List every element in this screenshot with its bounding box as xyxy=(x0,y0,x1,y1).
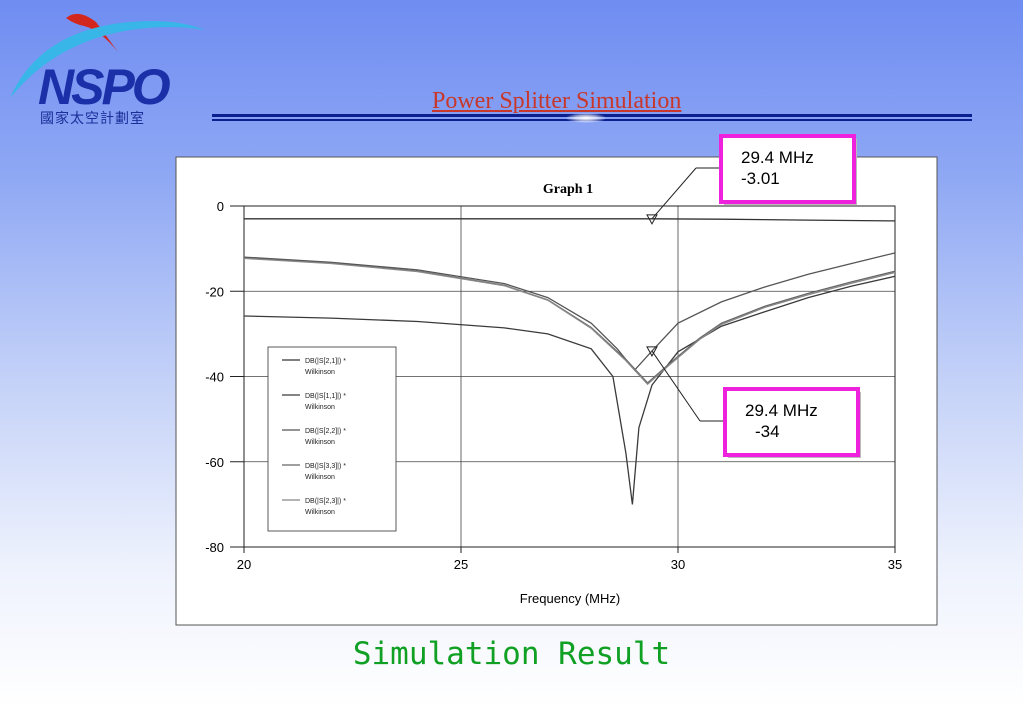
callout-leader xyxy=(651,167,697,220)
legend-label: Wilkinson xyxy=(305,404,335,411)
logo-text: NSPO xyxy=(38,59,171,115)
legend-label: Wilkinson xyxy=(305,474,335,481)
x-tick-label: 30 xyxy=(671,557,685,572)
legend-label: DB(|S[2,1]|) * xyxy=(305,358,346,365)
slide-title: Power Splitter Simulation xyxy=(432,88,682,114)
y-tick-label: -60 xyxy=(205,455,224,470)
series-line-1 xyxy=(244,218,896,222)
logo-swoosh-red xyxy=(66,13,118,52)
legend-label: DB(|S[2,2]|) * xyxy=(305,428,346,435)
legend-label: DB(|S[2,3]|) * xyxy=(305,498,346,505)
logo-subtitle: 國家太空計劃室 xyxy=(40,111,145,127)
y-tick-label: -40 xyxy=(205,370,224,385)
nspo-logo: NSPO xyxy=(10,13,205,115)
series-line-2 xyxy=(243,275,896,505)
title-glow xyxy=(566,113,606,123)
callout-leader xyxy=(651,350,701,422)
legend-label: Wilkinson xyxy=(305,369,335,376)
chart-title: Graph 1 xyxy=(543,182,593,197)
marker-triangle xyxy=(646,214,658,225)
legend-label: Wilkinson xyxy=(305,439,335,446)
marker-triangle xyxy=(646,346,658,357)
x-axis-label: Frequency (MHz) xyxy=(520,591,620,606)
callout-frequency: 29.4 MHz xyxy=(745,401,818,420)
legend-label: DB(|S[3,3]|) * xyxy=(305,463,346,470)
callout-value: -34 xyxy=(755,422,780,441)
y-tick-label: -80 xyxy=(205,540,224,555)
x-tick-label: 35 xyxy=(888,557,902,572)
callout-box xyxy=(723,387,860,457)
legend-label: DB(|S[1,1]|) * xyxy=(305,393,346,400)
callout-frequency: 29.4 MHz xyxy=(741,148,814,167)
x-tick-label: 25 xyxy=(454,557,468,572)
legend-label: Wilkinson xyxy=(305,509,335,516)
series-line-5 xyxy=(243,257,896,386)
footer-caption: Simulation Result xyxy=(352,636,671,672)
x-tick-label: 20 xyxy=(237,557,251,572)
y-tick-label: -20 xyxy=(205,284,224,299)
callout-box xyxy=(719,134,856,204)
y-tick-label: 0 xyxy=(217,199,224,214)
callout-value: -3.01 xyxy=(741,169,780,188)
logo-arc-cyan xyxy=(10,21,205,98)
